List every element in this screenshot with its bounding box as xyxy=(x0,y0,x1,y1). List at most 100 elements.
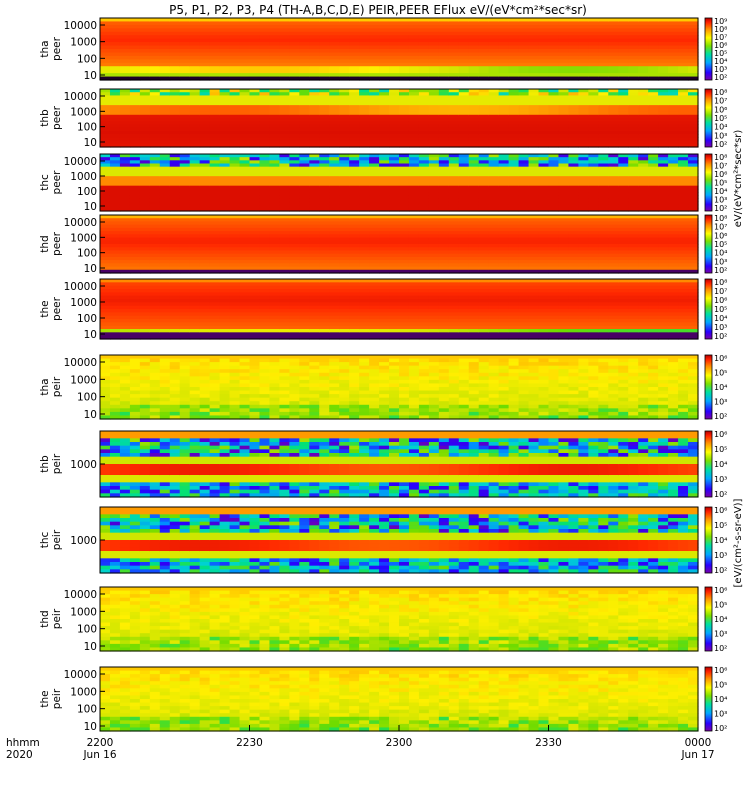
heatmap-cell xyxy=(100,108,111,113)
heatmap-cell xyxy=(189,21,201,26)
heatmap-cell xyxy=(199,92,211,97)
heatmap-cell xyxy=(299,24,310,29)
heatmap-cell xyxy=(568,38,579,43)
heatmap-cell xyxy=(399,45,410,50)
heatmap-cell xyxy=(418,188,430,193)
heatmap-cell xyxy=(678,108,689,113)
heatmap-cell xyxy=(159,121,171,126)
heatmap-cell xyxy=(169,98,181,103)
heatmap-cell xyxy=(578,140,589,145)
heatmap-cell xyxy=(309,163,320,168)
heatmap-cell xyxy=(608,108,619,113)
heatmap-cell xyxy=(359,185,370,190)
heatmap-cell xyxy=(438,195,450,199)
heatmap-cell xyxy=(199,188,211,193)
heatmap-cell xyxy=(249,124,261,129)
heatmap-cell xyxy=(269,204,280,209)
heatmap-cell xyxy=(478,176,490,180)
heatmap-cell xyxy=(129,204,141,209)
heatmap-cell xyxy=(349,163,360,168)
heatmap-cell xyxy=(678,55,689,60)
heatmap-cell xyxy=(319,38,330,43)
heatmap-cell xyxy=(578,28,589,33)
heatmap-cell xyxy=(369,188,380,193)
heatmap-cell xyxy=(189,160,201,165)
heatmap-cell xyxy=(408,73,420,78)
heatmap-cell xyxy=(399,111,410,116)
heatmap-cell xyxy=(179,192,191,196)
heatmap-cell xyxy=(109,204,121,209)
heatmap-cell xyxy=(149,204,161,209)
heatmap-cell xyxy=(139,163,151,168)
heatmap-cell xyxy=(518,143,530,148)
heatmap-cell xyxy=(279,154,290,158)
heatmap-cell xyxy=(239,198,251,203)
heatmap-cell xyxy=(688,38,699,43)
heatmap-cell xyxy=(259,59,271,64)
heatmap-cell xyxy=(249,195,261,199)
heatmap-cell xyxy=(608,69,619,74)
heatmap-cell xyxy=(448,207,460,212)
heatmap-cell xyxy=(219,24,231,29)
heatmap-cell xyxy=(159,59,171,64)
heatmap-cell xyxy=(448,127,460,132)
heatmap-cell xyxy=(100,52,111,57)
heatmap-cell xyxy=(389,92,400,97)
heatmap-cell xyxy=(159,95,171,100)
heatmap-cell xyxy=(658,121,669,126)
heatmap-cell xyxy=(229,69,241,74)
heatmap-cell xyxy=(119,127,131,132)
heatmap-cell xyxy=(100,140,111,145)
heatmap-cell xyxy=(259,114,271,119)
heatmap-cell xyxy=(169,201,181,206)
heatmap-cell xyxy=(498,134,510,138)
heatmap-cell xyxy=(169,166,181,171)
heatmap-cell xyxy=(159,62,171,67)
heatmap-cell xyxy=(199,198,211,203)
heatmap-cell xyxy=(458,198,470,203)
colorbar-tick-label: 10⁴ xyxy=(714,249,727,258)
heatmap-cell xyxy=(508,198,520,203)
heatmap-cell xyxy=(309,143,320,148)
heatmap-cell xyxy=(179,28,191,33)
heatmap-cell xyxy=(458,66,470,71)
heatmap-cell xyxy=(458,89,470,93)
heatmap-cell xyxy=(428,105,440,109)
heatmap-cell xyxy=(279,127,290,132)
heatmap-cell xyxy=(528,76,540,81)
heatmap-cell xyxy=(638,31,649,36)
heatmap-cell xyxy=(309,114,320,119)
heatmap-cell xyxy=(438,143,450,148)
heatmap-cell xyxy=(319,140,330,145)
heatmap-cell xyxy=(458,52,470,57)
heatmap-cell xyxy=(339,31,350,36)
heatmap-cell xyxy=(129,55,141,60)
heatmap-cell xyxy=(478,98,490,103)
heatmap-cell xyxy=(209,62,221,67)
heatmap-cell xyxy=(129,76,141,81)
heatmap-cell xyxy=(498,179,510,184)
heatmap-cell xyxy=(239,95,251,100)
heatmap-cell xyxy=(329,35,340,40)
heatmap-cell xyxy=(259,134,271,138)
heatmap-cell xyxy=(658,127,669,132)
heatmap-cell xyxy=(478,143,490,148)
heatmap-cell xyxy=(618,42,629,47)
heatmap-cell xyxy=(169,198,181,203)
heatmap-cell xyxy=(588,108,599,113)
heatmap-cell xyxy=(289,173,300,177)
heatmap-cell xyxy=(458,49,470,54)
heatmap-cell xyxy=(100,118,111,122)
heatmap-cell xyxy=(309,207,320,212)
heatmap-cell xyxy=(528,134,540,138)
heatmap-cell xyxy=(528,35,540,40)
heatmap-cell xyxy=(588,69,599,74)
heatmap-cell xyxy=(279,105,290,109)
heatmap-cell xyxy=(648,118,659,122)
heatmap-cell xyxy=(109,198,121,203)
heatmap-cell xyxy=(329,179,340,184)
heatmap-cell xyxy=(678,92,689,97)
heatmap-cell xyxy=(658,38,669,43)
heatmap-cell xyxy=(209,188,221,193)
heatmap-cell xyxy=(379,42,390,47)
